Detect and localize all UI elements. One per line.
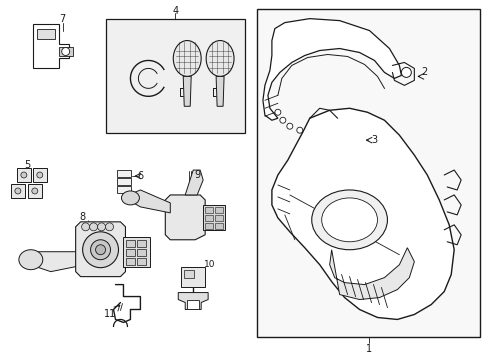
- Ellipse shape: [173, 41, 201, 76]
- Bar: [215, 207, 223, 213]
- Ellipse shape: [279, 117, 285, 123]
- Bar: [105, 19, 244, 133]
- Polygon shape: [185, 170, 203, 195]
- Bar: [184, 270, 194, 278]
- Ellipse shape: [89, 223, 98, 231]
- Polygon shape: [216, 76, 224, 106]
- Polygon shape: [133, 190, 170, 213]
- Bar: [126, 258, 135, 265]
- Polygon shape: [33, 24, 68, 68]
- Bar: [215, 223, 223, 229]
- Polygon shape: [187, 300, 199, 310]
- Text: 2: 2: [420, 67, 427, 77]
- Ellipse shape: [81, 223, 89, 231]
- Bar: [205, 223, 213, 229]
- Ellipse shape: [321, 198, 377, 242]
- Polygon shape: [117, 170, 131, 177]
- Bar: [137, 258, 146, 265]
- Polygon shape: [329, 248, 413, 300]
- Text: 4: 4: [172, 6, 178, 15]
- Ellipse shape: [37, 172, 42, 178]
- Ellipse shape: [121, 191, 139, 205]
- Ellipse shape: [95, 245, 105, 255]
- Ellipse shape: [401, 67, 410, 77]
- Polygon shape: [123, 237, 150, 267]
- Bar: [126, 249, 135, 256]
- Ellipse shape: [90, 240, 110, 260]
- Ellipse shape: [98, 223, 105, 231]
- Ellipse shape: [32, 188, 38, 194]
- Ellipse shape: [61, 48, 69, 55]
- Ellipse shape: [296, 127, 302, 133]
- Polygon shape: [165, 195, 205, 240]
- Bar: [215, 215, 223, 221]
- Polygon shape: [36, 252, 81, 272]
- Bar: [37, 28, 55, 39]
- Polygon shape: [203, 205, 224, 230]
- Ellipse shape: [21, 172, 27, 178]
- Polygon shape: [117, 178, 131, 185]
- Ellipse shape: [274, 109, 280, 115]
- Ellipse shape: [311, 190, 386, 250]
- Ellipse shape: [206, 41, 234, 76]
- Polygon shape: [17, 168, 31, 182]
- Polygon shape: [117, 186, 131, 193]
- Text: 5: 5: [24, 160, 30, 170]
- Ellipse shape: [286, 123, 292, 129]
- Ellipse shape: [19, 250, 42, 270]
- Ellipse shape: [105, 223, 113, 231]
- Ellipse shape: [82, 232, 118, 268]
- Polygon shape: [181, 267, 205, 287]
- Polygon shape: [271, 108, 453, 319]
- Text: 11: 11: [104, 310, 117, 319]
- Text: 1: 1: [365, 345, 371, 354]
- Text: 8: 8: [80, 212, 85, 222]
- Text: 10: 10: [204, 260, 215, 269]
- Bar: [256, 9, 479, 337]
- Polygon shape: [11, 184, 25, 198]
- Bar: [137, 249, 146, 256]
- Polygon shape: [59, 46, 73, 57]
- Polygon shape: [178, 293, 208, 310]
- Polygon shape: [28, 184, 41, 198]
- Text: 6: 6: [137, 171, 143, 181]
- Bar: [137, 240, 146, 247]
- Polygon shape: [33, 168, 47, 182]
- Text: 7: 7: [60, 14, 66, 24]
- Polygon shape: [76, 222, 125, 276]
- Text: 9: 9: [194, 170, 200, 180]
- Bar: [205, 215, 213, 221]
- Polygon shape: [263, 19, 401, 120]
- Bar: [126, 240, 135, 247]
- Text: 3: 3: [371, 135, 377, 145]
- Bar: [205, 207, 213, 213]
- Ellipse shape: [15, 188, 21, 194]
- Polygon shape: [183, 76, 191, 106]
